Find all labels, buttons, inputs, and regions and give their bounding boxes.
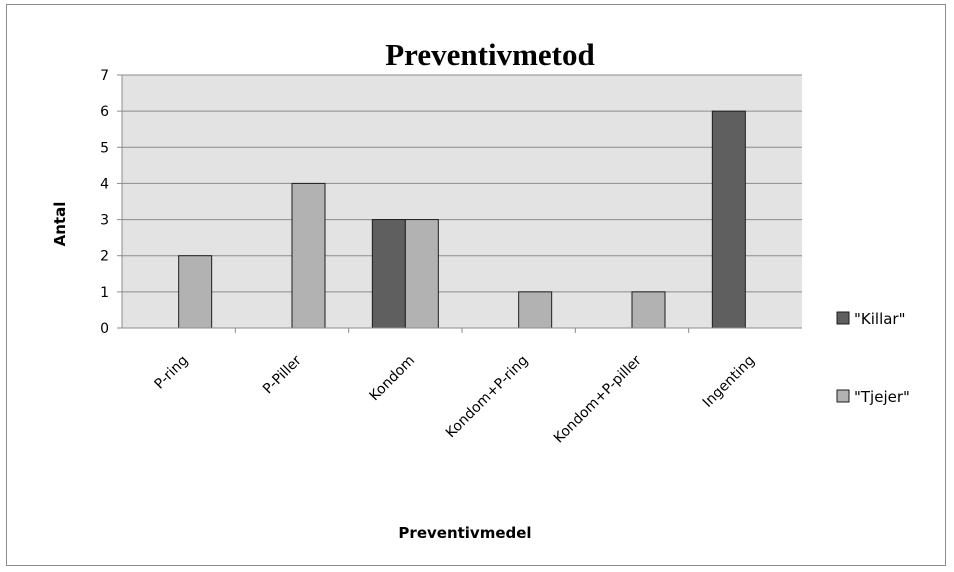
legend-label: "Tjejer" bbox=[854, 388, 910, 406]
y-tick-label: 4 bbox=[100, 176, 109, 192]
y-axis-label: Antal bbox=[51, 202, 69, 247]
bar-tjejer bbox=[178, 255, 213, 329]
bar-tjejer bbox=[291, 182, 326, 329]
x-tick-label: P-Piller bbox=[260, 352, 305, 397]
chart-title: Preventivmetod bbox=[385, 37, 594, 72]
bar-tjejer bbox=[631, 291, 666, 329]
y-tick-label: 7 bbox=[100, 68, 109, 84]
y-tick-label: 1 bbox=[100, 285, 109, 301]
x-axis-label: Preventivmedel bbox=[398, 524, 531, 542]
x-tick-label: Kondom+P-piller bbox=[551, 352, 645, 446]
legend-label: "Killar" bbox=[854, 310, 906, 328]
y-tick-label: 3 bbox=[100, 213, 109, 229]
chart-frame: Preventivmetod 0 1 2 3 4 5 6 7 P-ring P-Piller Ko… bbox=[6, 4, 946, 566]
y-tick-labels: 0 1 2 3 4 5 6 7 bbox=[100, 68, 109, 337]
bar-killar bbox=[711, 110, 746, 329]
x-tick-label: P-ring bbox=[151, 353, 191, 393]
legend-swatch bbox=[836, 389, 850, 403]
plot-area bbox=[122, 75, 802, 328]
y-tick-label: 2 bbox=[100, 249, 109, 265]
legend: "Killar" "Tjejer" bbox=[836, 310, 910, 406]
gridlines bbox=[122, 74, 802, 293]
y-tick-label: 5 bbox=[100, 140, 109, 156]
bar-chart: Preventivmetod 0 1 2 3 4 5 6 7 P-ring P-Piller Ko… bbox=[51, 37, 910, 542]
bar-tjejer bbox=[404, 219, 439, 329]
bar-killar bbox=[371, 219, 406, 329]
legend-swatch bbox=[836, 311, 850, 325]
y-tick-label: 0 bbox=[100, 321, 109, 337]
bars bbox=[178, 110, 746, 329]
bar-tjejer bbox=[518, 291, 553, 329]
x-tick-label: Kondom bbox=[367, 353, 419, 405]
x-tick-label: Kondom+P-ring bbox=[443, 353, 532, 442]
x-tick-label: Ingenting bbox=[700, 353, 758, 411]
x-tick-labels: P-ring P-Piller Kondom Kondom+P-ring Kondom+… bbox=[151, 352, 758, 446]
axes bbox=[117, 74, 802, 333]
y-tick-label: 6 bbox=[100, 104, 109, 120]
